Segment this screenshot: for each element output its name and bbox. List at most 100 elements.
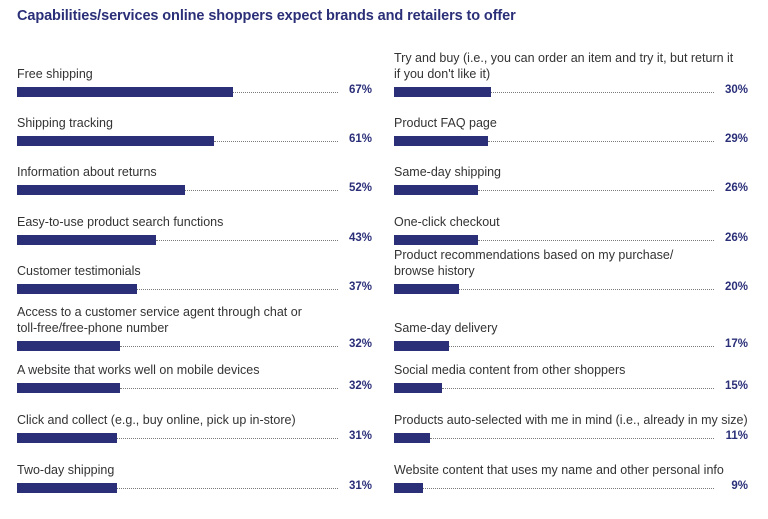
value-label: 26% [724,182,748,194]
bar [394,483,423,493]
bar [17,284,137,294]
bar-label-line: Access to a customer service agent throu… [17,305,302,319]
bar-row: 52% [17,182,372,196]
bar-label-line: Information about returns [17,165,157,179]
value-label: 67% [348,84,372,96]
bar-row: 67% [17,84,372,98]
bar-row: 26% [394,232,748,246]
value-label: 61% [348,133,372,145]
bar-label: Customer testimonials [17,263,141,279]
bar-label: A website that works well on mobile devi… [17,362,259,378]
bar-row: 37% [17,281,372,295]
bar-label-line: Customer testimonials [17,264,141,278]
value-label: 30% [724,84,748,96]
value-label: 11% [725,430,748,442]
bar-label-line: Product recommendations based on my purc… [394,248,674,262]
bar [394,383,442,393]
bar-label-line: Free shipping [17,67,93,81]
bar-label: Free shipping [17,66,93,82]
bar-label-line: Try and buy (i.e., you can order an item… [394,51,734,65]
bar-label-line: Social media content from other shoppers [394,363,626,377]
bar-label: Same-day delivery [394,320,498,336]
bar-label-line: A website that works well on mobile devi… [17,363,260,377]
leader-dots [478,240,714,241]
leader-dots [449,346,714,347]
bar-label-line: Click and collect (e.g., buy online, pic… [17,413,296,427]
value-label: 37% [348,281,372,293]
leader-dots [185,190,338,191]
bar-label: Website content that uses my name and ot… [394,462,724,478]
bar-row: 11% [394,430,748,444]
bar-label: Two-day shipping [17,462,114,478]
leader-dots [120,388,338,389]
bar [17,383,120,393]
leader-dots [137,289,338,290]
bar-row: 29% [394,133,748,147]
bar [394,87,491,97]
bar-label-line: One-click checkout [394,215,500,229]
bar-label-line: Shipping tracking [17,116,113,130]
bar-row: 26% [394,182,748,196]
value-label: 32% [348,380,372,392]
bar [394,341,449,351]
value-label: 31% [348,430,372,442]
bar-label: Products auto-selected with me in mind (… [394,412,748,428]
bar [394,235,478,245]
bar-row: 20% [394,281,748,295]
bar-label-line: Same-day shipping [394,165,502,179]
bar-label: Try and buy (i.e., you can order an item… [394,50,733,82]
bar-label: One-click checkout [394,214,500,230]
bar-row: 61% [17,133,372,147]
leader-dots [156,240,338,241]
bar-label-line: Same-day delivery [394,321,498,335]
bar-label-line: Products auto-selected with me in mind (… [394,413,748,427]
leader-dots [233,92,338,93]
bar-label: Click and collect (e.g., buy online, pic… [17,412,296,428]
bar-label-line: browse history [394,264,475,278]
bar-label: Easy-to-use product search functions [17,214,223,230]
value-label: 17% [724,338,748,350]
leader-dots [478,190,714,191]
bar [394,433,430,443]
bar [17,136,214,146]
leader-dots [117,488,338,489]
bar-row: 9% [394,480,748,494]
bar-row: 15% [394,380,748,394]
leader-dots [120,346,338,347]
bar [17,483,117,493]
bar-row: 31% [17,430,372,444]
value-label: 9% [731,480,748,492]
value-label: 15% [724,380,748,392]
bar-label-line: toll-free/free-phone number [17,321,169,335]
bar-label-line: if you don't like it) [394,67,491,81]
bar-label: Same-day shipping [394,164,501,180]
bar-label-line: Product FAQ page [394,116,497,130]
leader-dots [430,438,714,439]
bar-label: Product FAQ page [394,115,497,131]
bar [17,235,156,245]
bar-label: Access to a customer service agent throu… [17,304,302,336]
value-label: 20% [724,281,748,293]
leader-dots [442,388,714,389]
bar-label: Social media content from other shoppers [394,362,625,378]
bar-row: 43% [17,232,372,246]
bar-label-line: Easy-to-use product search functions [17,215,224,229]
bar [17,341,120,351]
bar-row: 31% [17,480,372,494]
bar [394,185,478,195]
bar-row: 32% [17,380,372,394]
leader-dots [214,141,338,142]
bar [394,284,459,294]
leader-dots [488,141,714,142]
bar [394,136,488,146]
bar-label: Shipping tracking [17,115,113,131]
bar-label: Product recommendations based on my purc… [394,247,673,279]
bar [17,87,233,97]
chart-title: Capabilities/services online shoppers ex… [17,8,516,24]
leader-dots [491,92,714,93]
value-label: 32% [348,338,372,350]
bar-label-line: Two-day shipping [17,463,115,477]
value-label: 31% [348,480,372,492]
bar-label-line: Website content that uses my name and ot… [394,463,724,477]
leader-dots [459,289,714,290]
